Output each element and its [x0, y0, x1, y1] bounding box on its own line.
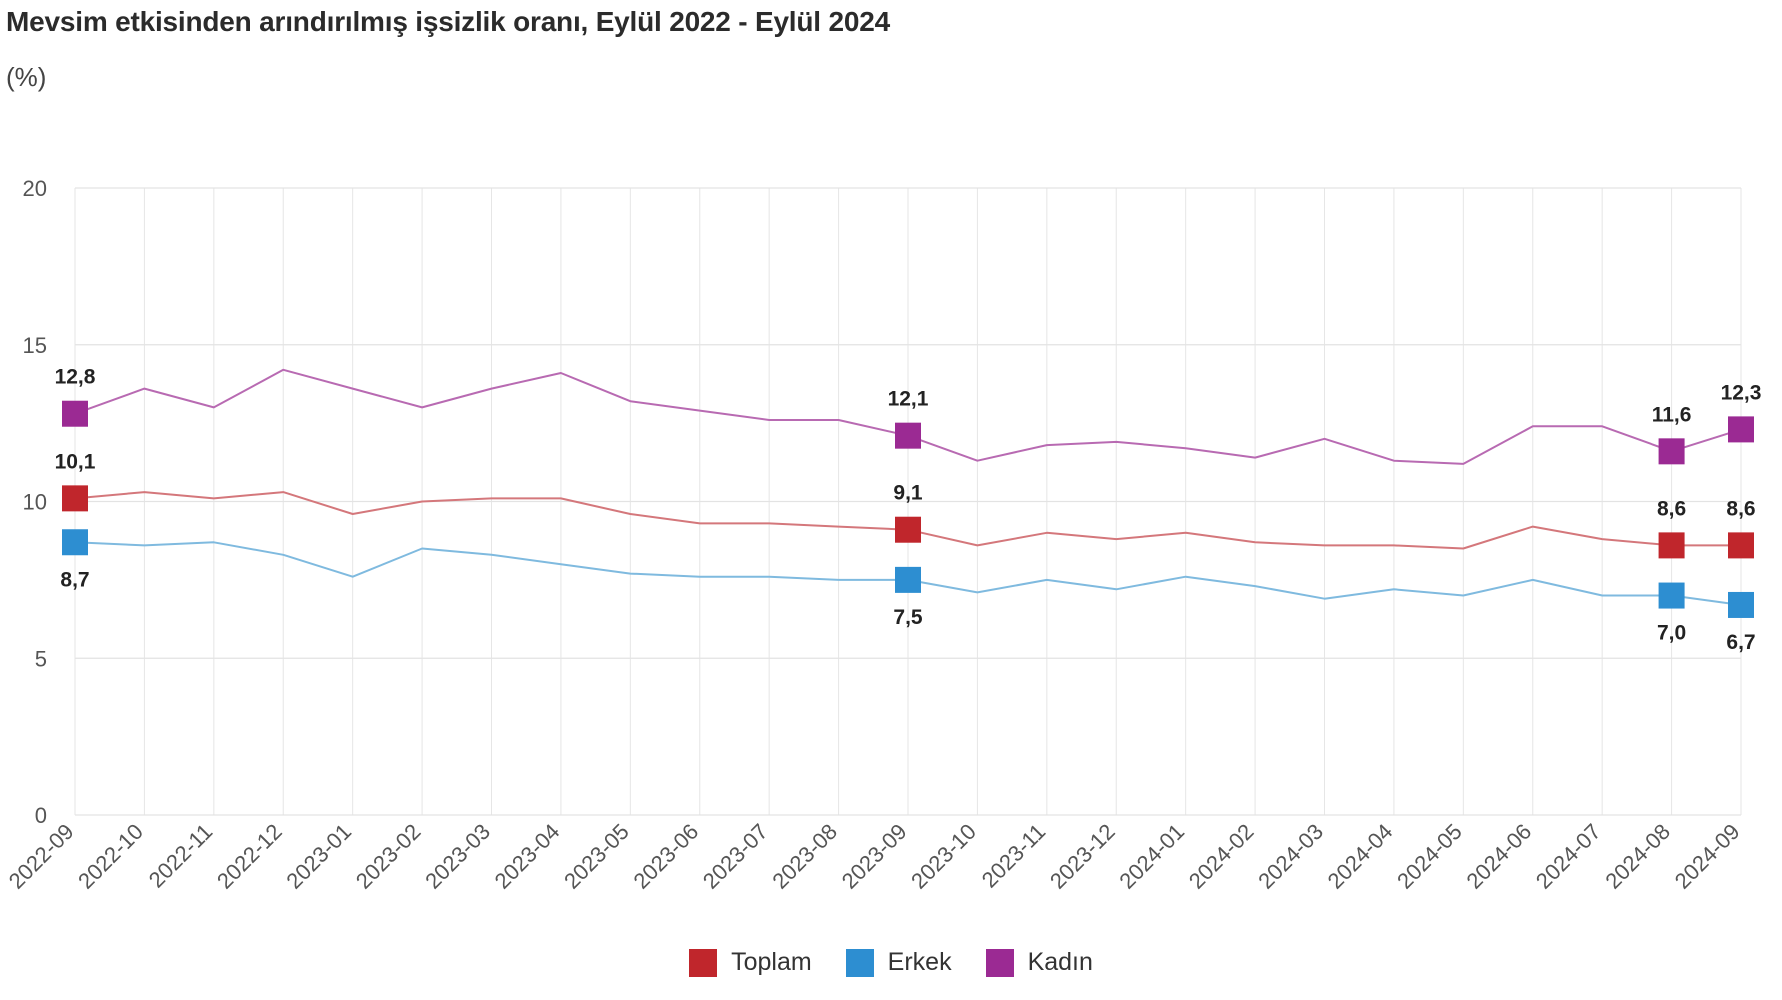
legend-swatch-kadin	[985, 948, 1014, 977]
chart-title: Mevsim etkisinden arındırılmış işsizlik …	[6, 6, 890, 37]
x-tick-label: 2023-02	[351, 819, 426, 894]
x-tick-label: 2022-11	[144, 819, 218, 893]
legend-swatch-erkek	[845, 948, 874, 977]
data-point-marker-erkek[interactable]	[895, 566, 921, 593]
x-tick-label: 2023-07	[698, 819, 773, 894]
x-tick-label: 2024-03	[1253, 819, 1328, 894]
data-label-erkek: 6,7	[1726, 631, 1755, 654]
y-tick-label: 10	[23, 490, 47, 515]
x-tick-label: 2022-10	[73, 819, 148, 894]
data-point-marker-kadin[interactable]	[1658, 438, 1685, 465]
legend: Toplam Erkek Kadın	[0, 948, 1782, 977]
x-tick-label: 2024-05	[1392, 819, 1467, 894]
y-tick-label: 5	[35, 646, 47, 671]
data-point-marker-erkek[interactable]	[62, 529, 88, 556]
x-tick-label: 2023-09	[837, 819, 912, 894]
legend-label-erkek: Erkek	[887, 948, 952, 976]
x-tick-label: 2024-02	[1184, 819, 1259, 894]
legend-item-kadin[interactable]: Kadın	[985, 948, 1093, 977]
data-label-kadin: 12,1	[888, 388, 929, 411]
unit-label: (%)	[6, 62, 47, 92]
x-tick-label: 2024-06	[1462, 819, 1537, 894]
x-tick-label: 2023-10	[906, 819, 981, 894]
x-tick-label: 2023-05	[559, 819, 634, 894]
data-label-toplam: 8,6	[1726, 497, 1755, 520]
x-tick-label: 2023-08	[767, 819, 842, 894]
data-label-kadin: 12,8	[55, 366, 96, 389]
x-tick-label: 2023-04	[490, 819, 565, 894]
x-tick-label: 2023-03	[420, 819, 495, 894]
x-tick-label: 2024-08	[1600, 819, 1675, 894]
data-point-marker-kadin[interactable]	[62, 400, 88, 427]
data-label-erkek: 7,5	[893, 606, 923, 629]
legend-label-kadin: Kadın	[1027, 948, 1093, 976]
data-label-kadin: 12,3	[1721, 381, 1762, 404]
legend-label-toplam: Toplam	[731, 948, 812, 976]
data-point-marker-kadin[interactable]	[895, 422, 921, 449]
data-point-marker-erkek[interactable]	[1728, 591, 1754, 618]
data-point-marker-toplam[interactable]	[1728, 532, 1754, 559]
x-tick-label: 2023-06	[629, 819, 704, 894]
data-point-marker-kadin[interactable]	[1728, 416, 1754, 443]
x-tick-label: 2024-01	[1114, 819, 1189, 894]
y-tick-label: 20	[23, 176, 47, 201]
data-label-toplam: 8,6	[1657, 497, 1686, 520]
x-tick-label: 2023-11	[977, 819, 1051, 893]
x-tick-label: 2024-04	[1323, 819, 1398, 894]
data-label-toplam: 9,1	[893, 482, 923, 505]
legend-item-erkek[interactable]: Erkek	[845, 948, 952, 977]
data-point-marker-toplam[interactable]	[1658, 532, 1685, 559]
data-label-erkek: 8,7	[60, 568, 89, 591]
data-point-marker-toplam[interactable]	[62, 485, 88, 512]
x-tick-label: 2023-12	[1045, 819, 1120, 894]
x-tick-label: 2024-09	[1670, 819, 1745, 894]
x-tick-label: 2024-07	[1531, 819, 1606, 894]
y-tick-label: 0	[35, 803, 47, 828]
line-chart: 051015202022-092022-102022-112022-122023…	[4, 176, 1762, 894]
data-label-erkek: 7,0	[1657, 622, 1686, 645]
data-label-toplam: 10,1	[55, 450, 96, 473]
data-point-marker-toplam[interactable]	[895, 516, 921, 543]
data-label-kadin: 11,6	[1652, 403, 1692, 426]
x-tick-label: 2022-09	[4, 819, 79, 894]
x-tick-label: 2023-01	[281, 819, 356, 894]
x-tick-label: 2022-12	[212, 819, 287, 894]
y-tick-label: 15	[23, 333, 47, 358]
legend-swatch-toplam	[689, 948, 718, 977]
legend-item-toplam[interactable]: Toplam	[689, 948, 812, 977]
data-point-marker-erkek[interactable]	[1658, 582, 1685, 609]
